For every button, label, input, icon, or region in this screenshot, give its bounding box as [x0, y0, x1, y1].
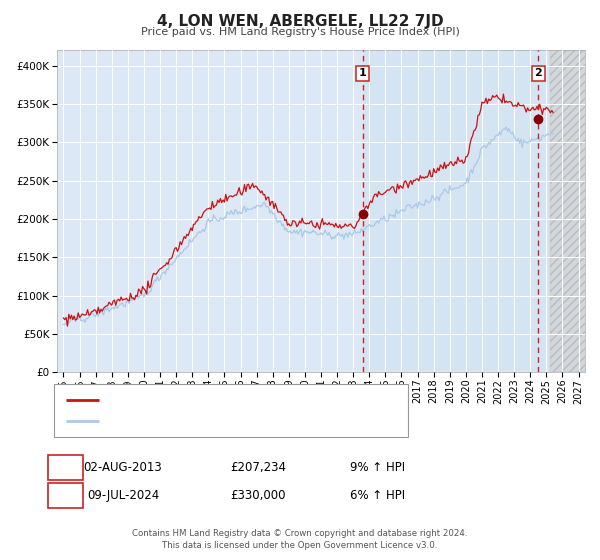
Text: HPI: Average price, detached house, Conwy: HPI: Average price, detached house, Conw… — [104, 416, 343, 426]
Text: 2: 2 — [61, 489, 70, 502]
Text: 1: 1 — [61, 461, 70, 474]
Bar — [550, 50, 600, 372]
Text: This data is licensed under the Open Government Licence v3.0.: This data is licensed under the Open Gov… — [163, 542, 437, 550]
Text: £207,234: £207,234 — [230, 461, 286, 474]
Text: 02-AUG-2013: 02-AUG-2013 — [83, 461, 163, 474]
Bar — [362, 50, 550, 372]
Bar — [550, 50, 600, 372]
Text: 1: 1 — [359, 68, 367, 78]
Text: 4, LON WEN, ABERGELE, LL22 7JD (detached house): 4, LON WEN, ABERGELE, LL22 7JD (detached… — [104, 395, 389, 405]
Text: 4, LON WEN, ABERGELE, LL22 7JD: 4, LON WEN, ABERGELE, LL22 7JD — [157, 14, 443, 29]
Text: 6% ↑ HPI: 6% ↑ HPI — [350, 489, 406, 502]
Text: 2: 2 — [535, 68, 542, 78]
Text: Price paid vs. HM Land Registry's House Price Index (HPI): Price paid vs. HM Land Registry's House … — [140, 27, 460, 37]
Text: Contains HM Land Registry data © Crown copyright and database right 2024.: Contains HM Land Registry data © Crown c… — [132, 529, 468, 538]
Text: 09-JUL-2024: 09-JUL-2024 — [87, 489, 159, 502]
Text: £330,000: £330,000 — [230, 489, 286, 502]
Text: 9% ↑ HPI: 9% ↑ HPI — [350, 461, 406, 474]
